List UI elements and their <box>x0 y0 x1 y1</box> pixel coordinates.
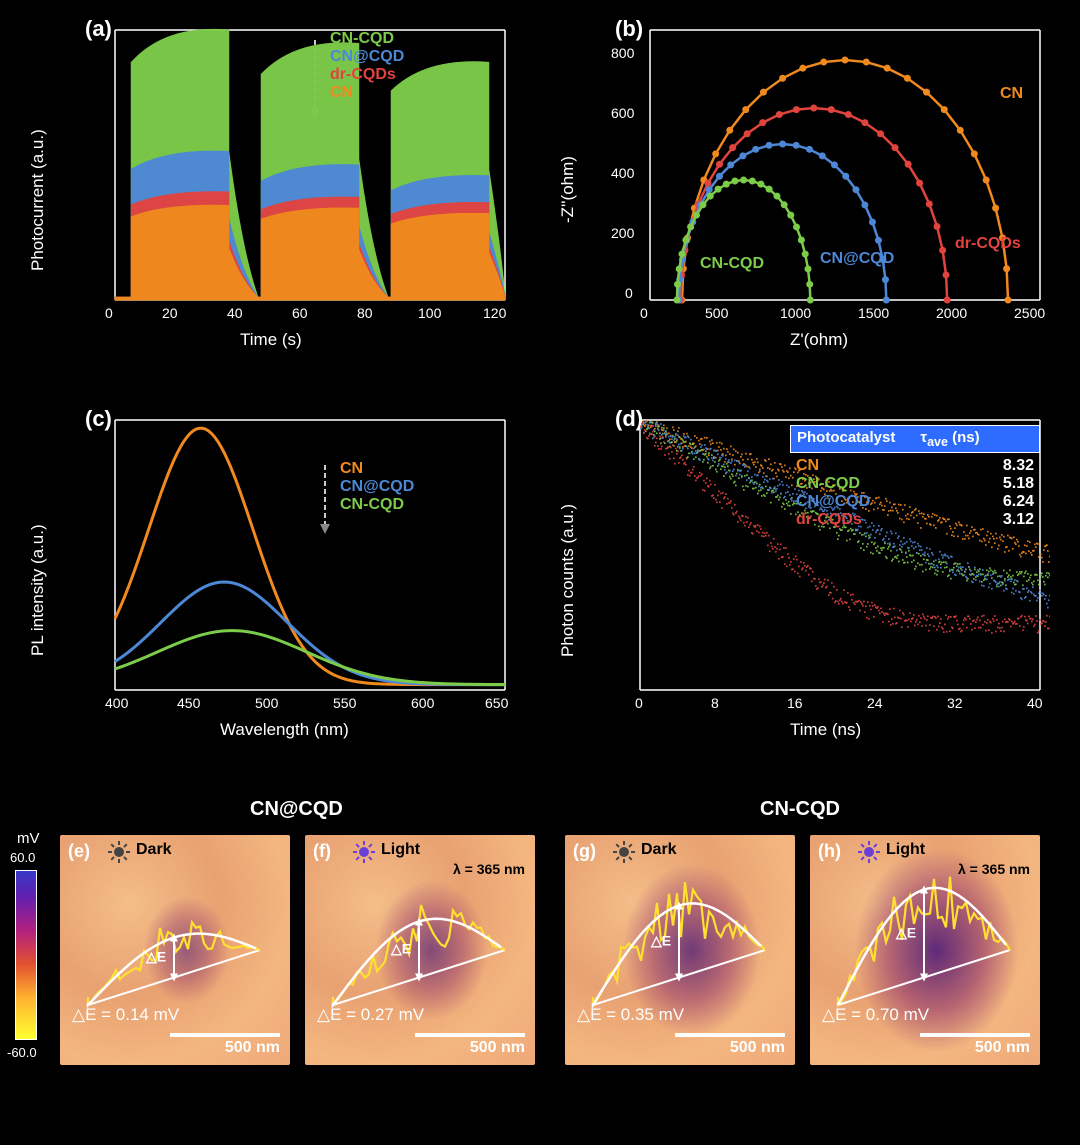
legend-c-cn: CN <box>340 460 414 478</box>
d-tau-3: 3.12 <box>1003 511 1034 529</box>
d-tau-0: 8.32 <box>1003 457 1034 475</box>
panel-b-xlabel: Z'(ohm) <box>790 330 848 350</box>
d-tau-1: 5.18 <box>1003 475 1034 493</box>
kpfm-mode: Dark <box>136 841 172 859</box>
scale-bar <box>920 1033 1030 1037</box>
arc-label-cn: CN <box>1000 85 1023 103</box>
delta-e-value: △E = 0.14 mV <box>72 1005 179 1025</box>
light-sun-icon <box>858 841 880 868</box>
kpfm-title-right: CN-CQD <box>760 798 840 821</box>
kpfm-wavelength: λ = 365 nm <box>958 861 1030 877</box>
colorbar-max: 60.0 <box>10 850 35 865</box>
panel-a-chart <box>85 20 515 330</box>
d-tau-2: 6.24 <box>1003 493 1034 511</box>
kpfm-panel-e: △E (e) Dark △E = 0.14 mV 500 nm <box>60 835 290 1065</box>
arc-label-dr: dr-CQDs <box>955 235 1021 253</box>
kpfm-mode: Light <box>381 841 420 859</box>
svg-text:△E: △E <box>650 933 671 949</box>
legend-c-cncqd: CN-CQD <box>340 496 414 514</box>
colorbar-min: -60.0 <box>7 1045 37 1060</box>
dark-sun-icon <box>108 841 130 868</box>
panel-a-xlabel: Time (s) <box>240 330 302 350</box>
scale-bar-label: 500 nm <box>225 1039 280 1057</box>
kpfm-panel-h: △E (h) Light λ = 365 nm △E = 0.70 mV 500 nm <box>810 835 1040 1065</box>
kpfm-title-left: CN@CQD <box>250 798 343 821</box>
delta-e-value: △E = 0.27 mV <box>317 1005 424 1025</box>
delta-e-value: △E = 0.70 mV <box>822 1005 929 1025</box>
kpfm-id: (h) <box>818 841 841 862</box>
panel-c-ylabel: PL intensity (a.u.) <box>28 480 48 700</box>
panel-a-ylabel: Photocurrent (a.u.) <box>28 90 48 310</box>
kpfm-id: (f) <box>313 841 331 862</box>
panel-b-ylabel: -Z''(ohm) <box>558 100 578 280</box>
scale-bar-label: 500 nm <box>975 1039 1030 1057</box>
panel-d-ylabel: Photon counts (a.u.) <box>558 470 578 690</box>
panel-b: (b) -Z''(ohm) CN dr-CQDs CN@CQD CN-CQD 0… <box>560 10 1060 380</box>
panel-d-legend: Photocatalyst τave (ns) CN8.32 CN-CQD5.1… <box>790 425 1040 533</box>
light-sun-icon <box>353 841 375 868</box>
arc-label-cnat: CN@CQD <box>820 250 894 268</box>
scale-bar-label: 500 nm <box>730 1039 785 1057</box>
legend-cn-cqd: CN-CQD <box>330 30 404 48</box>
svg-text:△E: △E <box>895 925 916 941</box>
scale-bar-label: 500 nm <box>470 1039 525 1057</box>
panel-b-chart <box>610 20 1050 330</box>
legend-unit: (ns) <box>952 429 980 446</box>
dark-sun-icon <box>613 841 635 868</box>
delta-e-value: △E = 0.35 mV <box>577 1005 684 1025</box>
kpfm-id: (g) <box>573 841 596 862</box>
d-leg-cncqd: CN-CQD <box>796 475 860 493</box>
colorbar <box>15 870 37 1040</box>
panel-c-chart <box>85 410 515 720</box>
d-leg-dr: dr-CQDs <box>796 511 862 529</box>
kpfm-id: (e) <box>68 841 90 862</box>
svg-text:△E: △E <box>145 949 166 965</box>
panel-c-xlabel: Wavelength (nm) <box>220 720 349 740</box>
panel-a-legend: CN-CQD CN@CQD dr-CQDs CN <box>330 30 404 102</box>
panel-a: (a) Photocurrent (a.u.) CN-CQD CN@CQD dr… <box>30 10 530 380</box>
panel-d-xlabel: Time (ns) <box>790 720 861 740</box>
d-leg-cn: CN <box>796 457 819 475</box>
kpfm-panel-g: △E (g) Dark △E = 0.35 mV 500 nm <box>565 835 795 1065</box>
legend-cn-at-cqd: CN@CQD <box>330 48 404 66</box>
kpfm-mode: Light <box>886 841 925 859</box>
panel-c-legend: CN CN@CQD CN-CQD <box>340 460 414 514</box>
colorbar-unit: mV <box>17 830 40 847</box>
svg-text:△E: △E <box>390 941 411 957</box>
arc-label-cncqd: CN-CQD <box>700 255 764 273</box>
scale-bar <box>415 1033 525 1037</box>
scale-bar <box>675 1033 785 1037</box>
scale-bar <box>170 1033 280 1037</box>
panel-d: (d) Photon counts (a.u.) Photocatalyst τ… <box>560 400 1060 770</box>
kpfm-mode: Dark <box>641 841 677 859</box>
legend-c-cnat: CN@CQD <box>340 478 414 496</box>
kpfm-panel-f: △E (f) Light λ = 365 nm △E = 0.27 mV 500 nm <box>305 835 535 1065</box>
d-leg-cnat: CN@CQD <box>796 493 870 511</box>
kpfm-wavelength: λ = 365 nm <box>453 861 525 877</box>
legend-cn: CN <box>330 84 404 102</box>
panel-c: (c) PL intensity (a.u.) CN CN@CQD CN-CQD… <box>30 400 530 770</box>
legend-dr-cqds: dr-CQDs <box>330 66 404 84</box>
legend-title: Photocatalyst <box>797 429 895 446</box>
legend-ave: ave <box>927 435 948 449</box>
